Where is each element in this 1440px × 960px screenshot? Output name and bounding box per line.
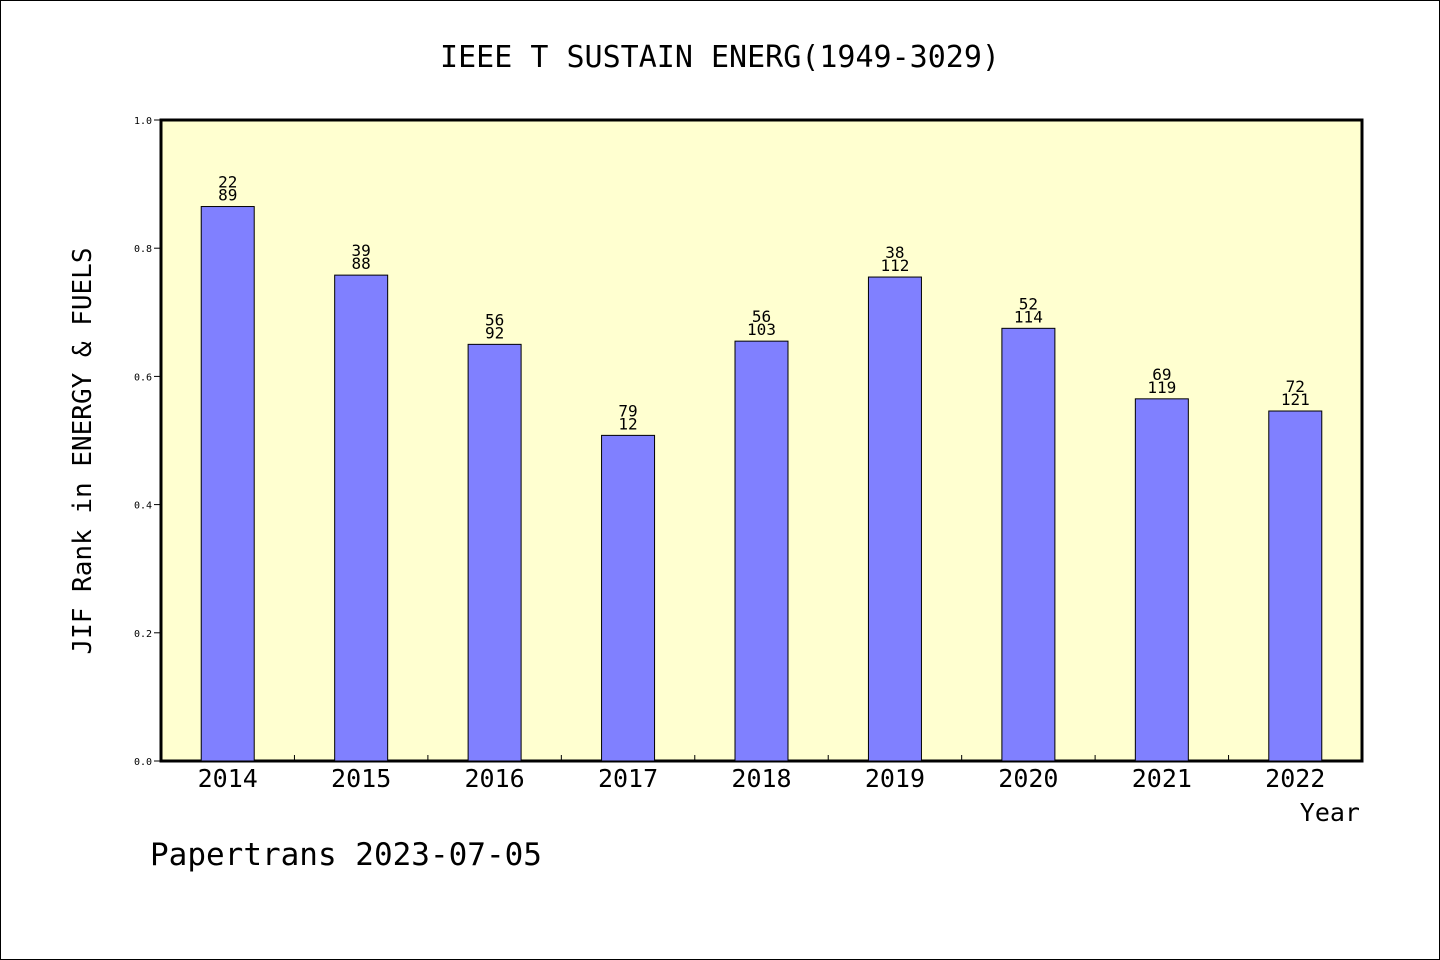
x-axis-label: Year: [1300, 798, 1360, 827]
y-tick-label: 0.8: [134, 244, 152, 255]
y-tick-label: 0.6: [134, 372, 152, 383]
x-tick-label: 2019: [865, 764, 925, 793]
x-tick-label: 2014: [198, 764, 258, 793]
x-tick-label: 2016: [465, 764, 525, 793]
bar-rank-label: 56: [485, 310, 504, 329]
bar-rank-label: 56: [752, 307, 771, 326]
x-tick-label: 2015: [331, 764, 391, 793]
bar: [467, 343, 522, 762]
footer-text: Papertrans 2023-07-05: [150, 837, 542, 873]
y-tick-label: 1.0: [134, 116, 152, 127]
bar-total-label: 88: [352, 254, 371, 273]
bar-rank-label: 22: [218, 173, 237, 192]
bar-total-label: 112: [880, 256, 909, 275]
x-tick-label: 2022: [1265, 764, 1325, 793]
x-axis: 2014 2015 2016 2017 2018 2019 2020 2021 2022: [198, 755, 1325, 793]
x-tick-label: 2020: [998, 764, 1058, 793]
bar-rank-label: 39: [352, 241, 371, 260]
x-tick-label: 2021: [1132, 764, 1192, 793]
bar: [601, 434, 656, 762]
bar-total-label: 121: [1281, 390, 1310, 409]
bar-rank-label: 69: [1152, 365, 1171, 384]
bar-rank-label: 38: [885, 243, 904, 262]
bar-rank-label: 72: [1286, 377, 1305, 396]
bar: [1134, 398, 1189, 762]
x-tick-label: 2018: [731, 764, 791, 793]
bar-total-label: 103: [747, 320, 776, 339]
bar: [334, 274, 389, 762]
bar: [867, 276, 922, 762]
y-axis: 0.0 0.2 0.4 0.6 0.8 1.0: [134, 116, 161, 768]
x-tick-label: 2017: [598, 764, 658, 793]
bar: [734, 340, 789, 762]
y-axis-label: JIF Rank in ENERGY & FUELS: [68, 248, 98, 655]
chart-title: IEEE T SUSTAIN ENERG(1949-3029): [440, 40, 1000, 75]
y-tick-label: 0.2: [134, 629, 152, 640]
bar: [1001, 327, 1056, 762]
bar-total-label: 114: [1014, 307, 1043, 326]
y-tick-label: 0.4: [134, 501, 152, 512]
bar-rank-label: 52: [1019, 294, 1038, 313]
bar: [1268, 410, 1323, 762]
bar-rank-label: 79: [618, 401, 637, 420]
y-tick-label: 0.0: [134, 757, 152, 768]
bar-total-label: 89: [218, 186, 237, 205]
bar-total-label: 92: [485, 323, 504, 342]
bar: [200, 206, 255, 762]
bar-total-label: 12: [618, 414, 637, 433]
bar-total-label: 119: [1147, 378, 1176, 397]
